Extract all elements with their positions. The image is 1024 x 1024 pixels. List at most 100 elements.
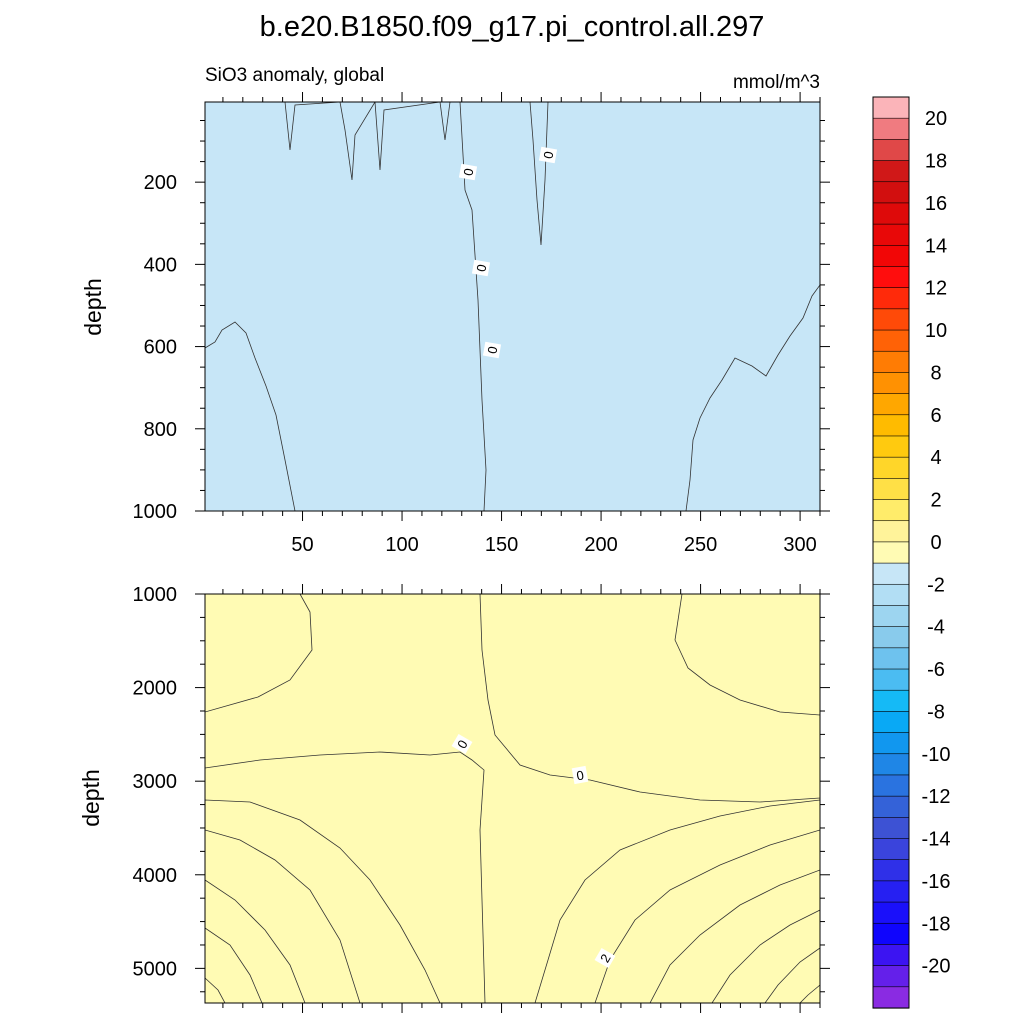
subtitle-left: SiO3 anomaly, global [205, 65, 384, 86]
region-pos1-base [205, 594, 820, 1003]
region-pos2-upper [205, 321, 296, 511]
lower-panel: 1000 2000 3000 4000 5000 depth 0 0 2 [78, 584, 830, 1013]
y-tick-label: 5000 [133, 958, 178, 980]
colorbar-label: -18 [922, 913, 951, 935]
colorbar-swatch [872, 711, 910, 734]
colorbar-swatch [872, 96, 910, 119]
colorbar-swatch [872, 541, 910, 564]
colorbar-swatch [872, 838, 910, 861]
contour-label-upper-3: 0 [471, 259, 491, 277]
contour-label-upper-2: 0 [538, 146, 558, 164]
colorbar-label: -4 [927, 617, 945, 639]
colorbar-swatch [872, 647, 910, 670]
upper-axis-ticks: 50 100 150 200 250 300 200 400 600 800 1000 [133, 92, 830, 556]
colorbar-label: 14 [925, 235, 947, 257]
colorbar-label: 4 [930, 447, 941, 469]
region-neg2-upper-right [674, 594, 820, 716]
x-tick-label: 150 [485, 534, 518, 556]
contour-label-bg [458, 163, 478, 181]
region-pos6-lower-right [764, 947, 820, 1003]
colorbar-swatch [872, 223, 910, 246]
contour-label-text: 0 [575, 767, 585, 783]
region-neg1-upper-right [479, 594, 820, 803]
colorbar-swatch [872, 372, 910, 395]
colorbar-swatch [872, 944, 910, 967]
region-pos3-lower-right [594, 829, 820, 1003]
colorbar-swatch [872, 605, 910, 628]
lower-contour-fills [205, 594, 820, 1003]
colorbar-swatch [872, 880, 910, 903]
colorbar-swatch [872, 181, 910, 204]
region-neg3-lower-left [205, 829, 361, 1003]
colorbar-swatch [872, 350, 910, 374]
y-tick-label: 1000 [133, 501, 178, 523]
colorbar-swatch [872, 393, 910, 416]
colorbar-label: -20 [922, 956, 951, 978]
contour-label-bg [451, 733, 473, 755]
colorbar-swatch [872, 901, 910, 924]
colorbar-label: 6 [930, 405, 941, 427]
colorbar-label: 12 [925, 278, 947, 300]
colorbar-swatch [872, 499, 910, 522]
upper-plot-frame [204, 101, 821, 512]
colorbar-label: -14 [922, 829, 951, 851]
colorbar-label: 16 [925, 193, 947, 215]
lower-y-axis-label: depth [78, 769, 104, 827]
region-neg4-lower-left [205, 879, 306, 1003]
x-tick-label: 300 [783, 534, 816, 556]
colorbar-swatch [872, 583, 910, 607]
region-neg1-base [205, 102, 820, 511]
region-pos2-lower-right [534, 799, 820, 1003]
region-pos5-lower-right [711, 909, 820, 1003]
colorbar-label: -12 [922, 786, 951, 808]
colorbar-label: 18 [925, 151, 947, 173]
colorbar-label: -8 [927, 701, 945, 723]
region-pos1-sliver [529, 102, 549, 246]
colorbar-swatch [872, 202, 910, 225]
colorbar-swatch [872, 478, 910, 501]
region-pos4-lower-right [649, 869, 820, 1003]
colorbar-swatch [872, 329, 910, 352]
colorbar-swatch [872, 753, 910, 776]
colorbar-swatch [872, 520, 910, 543]
y-tick-label: 4000 [133, 865, 178, 887]
region-neg2-upper [685, 284, 820, 511]
region-neg5-lower-left [205, 927, 263, 1003]
colorbar-swatch [872, 732, 910, 755]
colorbar-label: 10 [925, 320, 947, 342]
colorbar-swatch [872, 795, 910, 818]
contour-label-upper-1: 0 [458, 163, 478, 181]
colorbar-label: 0 [930, 532, 941, 554]
contour-label-text: 0 [484, 345, 500, 355]
contour-label-bg [471, 259, 491, 277]
contour-label-text: 0 [460, 167, 476, 177]
contour-label-bg [482, 341, 502, 359]
region-pos1-upper [205, 102, 487, 511]
colorbar-swatch [872, 965, 910, 988]
colorbar-label: 20 [925, 108, 947, 130]
region-neg6-lower-left [205, 977, 226, 1003]
lower-plot-frame [204, 593, 821, 1004]
x-tick-label: 250 [684, 534, 717, 556]
colorbar-swatch [872, 266, 910, 289]
colorbar-swatch [872, 160, 910, 183]
colorbar-label: -2 [927, 574, 945, 596]
colorbar-swatch [872, 308, 910, 331]
colorbar-label: 2 [930, 490, 941, 512]
colorbar: 20181614121086420-2-4-6-8-10-12-14-16-18… [872, 96, 951, 1009]
colorbar-swatch [872, 562, 910, 585]
region-pos7-lower-right [799, 984, 820, 1003]
colorbar-swatch [872, 139, 910, 162]
colorbar-swatch [872, 689, 910, 712]
region-neg1-lower-left [205, 751, 486, 1003]
colorbar-swatch [872, 287, 910, 310]
colorbar-label: -10 [922, 744, 951, 766]
plot-title: b.e20.B1850.f09_g17.pi_control.all.297 [260, 11, 765, 43]
contour-label-bg [538, 146, 558, 164]
y-tick-label: 1000 [133, 584, 178, 606]
contour-label-text: 0 [540, 150, 556, 160]
contour-label-bg [571, 765, 589, 785]
contour-label-lower-3: 2 [594, 947, 616, 969]
colorbar-swatch [872, 414, 910, 437]
